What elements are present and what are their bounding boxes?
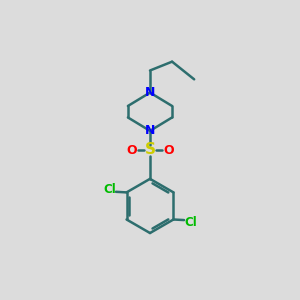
Text: O: O (126, 143, 137, 157)
Text: O: O (163, 143, 174, 157)
Text: Cl: Cl (184, 216, 197, 229)
Text: N: N (145, 86, 155, 99)
Text: Cl: Cl (103, 183, 116, 196)
Text: S: S (145, 142, 155, 158)
Text: N: N (145, 124, 155, 137)
